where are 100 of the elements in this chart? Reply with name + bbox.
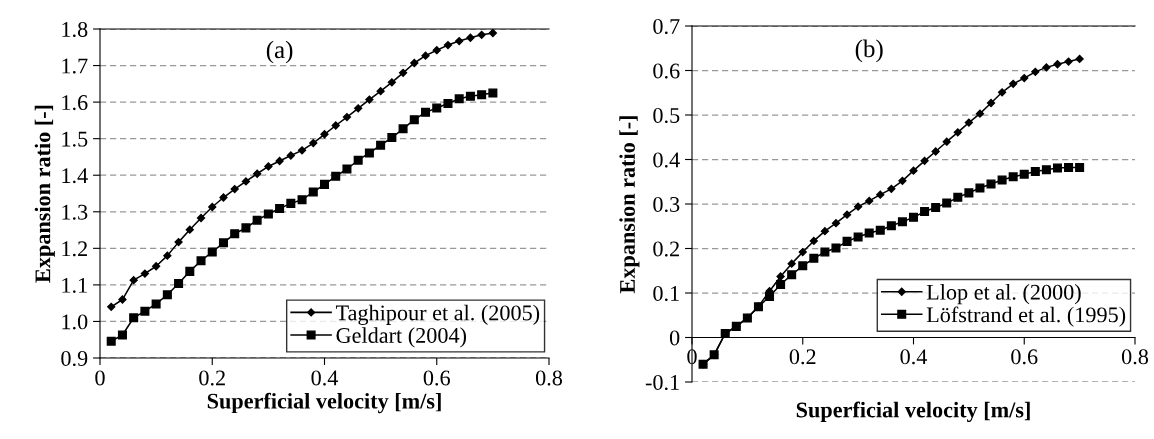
point bbox=[353, 155, 363, 165]
point bbox=[698, 359, 708, 369]
point bbox=[876, 190, 885, 199]
point bbox=[208, 202, 217, 212]
point bbox=[432, 46, 441, 55]
x-tick-label: 0.2 bbox=[199, 370, 225, 386]
point bbox=[953, 192, 963, 202]
point bbox=[230, 229, 240, 239]
point bbox=[174, 278, 184, 288]
x-tick-label: 0.6 bbox=[423, 370, 450, 386]
point bbox=[297, 146, 307, 155]
y-tick-label: 0.7 bbox=[653, 18, 680, 35]
point bbox=[185, 225, 194, 234]
y-tick-label: 1.0 bbox=[62, 314, 88, 330]
y-tick-label: 1.6 bbox=[62, 95, 88, 111]
point bbox=[331, 121, 340, 130]
point bbox=[364, 148, 374, 158]
point bbox=[731, 321, 741, 331]
y-tick-label: 0 bbox=[669, 330, 680, 346]
point bbox=[387, 133, 397, 143]
point bbox=[1009, 79, 1018, 88]
legend-label: Llop et al. (2000) bbox=[926, 284, 1081, 305]
point bbox=[920, 156, 929, 165]
y-tick-label: 0.4 bbox=[653, 152, 680, 168]
point bbox=[908, 212, 919, 222]
y-tick-label: 0.2 bbox=[653, 241, 679, 257]
x-tick-label: 0.8 bbox=[1121, 349, 1149, 365]
point bbox=[409, 115, 419, 125]
x-axis-title: Superficial velocity [m/s] bbox=[796, 401, 1030, 423]
point bbox=[931, 203, 941, 213]
y-axis-title: Expansion ratio [-] bbox=[34, 105, 55, 283]
point bbox=[798, 247, 807, 257]
point bbox=[410, 58, 419, 68]
point bbox=[387, 78, 396, 87]
point bbox=[1075, 162, 1085, 173]
point bbox=[264, 162, 273, 171]
point bbox=[986, 179, 996, 189]
point bbox=[309, 138, 318, 148]
point bbox=[742, 313, 752, 323]
point bbox=[163, 251, 172, 260]
point bbox=[1064, 162, 1074, 173]
point bbox=[465, 91, 475, 101]
legend-label: Taghipour et al. (2005) bbox=[335, 304, 540, 325]
point bbox=[196, 213, 206, 223]
y-tick-label: 1.7 bbox=[62, 58, 88, 74]
point bbox=[787, 270, 797, 280]
point bbox=[218, 238, 228, 248]
point bbox=[241, 223, 251, 233]
point bbox=[1053, 60, 1062, 69]
point bbox=[920, 207, 930, 217]
point bbox=[942, 137, 951, 146]
point bbox=[308, 187, 318, 197]
y-axis-title: Expansion ratio [-] bbox=[619, 116, 640, 294]
point bbox=[842, 210, 852, 219]
point bbox=[443, 40, 453, 50]
point bbox=[709, 350, 719, 360]
point bbox=[466, 33, 475, 42]
point bbox=[809, 236, 818, 246]
point bbox=[107, 302, 116, 311]
point bbox=[241, 177, 251, 186]
point bbox=[432, 103, 442, 113]
point bbox=[106, 336, 116, 346]
point bbox=[975, 109, 985, 118]
legend-label: Geldart (2004) bbox=[336, 327, 467, 348]
x-tick-label: 0.2 bbox=[789, 349, 816, 365]
point bbox=[1052, 163, 1062, 173]
y-tick-label: 0.1 bbox=[653, 285, 679, 302]
point bbox=[342, 164, 352, 174]
x-tick-label: 0.8 bbox=[535, 370, 563, 386]
point bbox=[964, 118, 974, 127]
point bbox=[1075, 54, 1084, 64]
point bbox=[455, 36, 464, 46]
x-axis-title: Superficial velocity [m/s] bbox=[207, 392, 441, 414]
point bbox=[886, 221, 896, 231]
y-tick-label: 1.3 bbox=[62, 204, 88, 220]
point bbox=[809, 253, 819, 263]
point bbox=[140, 306, 150, 316]
point bbox=[286, 151, 295, 160]
point bbox=[853, 202, 863, 211]
point bbox=[1030, 167, 1040, 177]
y-tick-label: 1.1 bbox=[62, 277, 87, 293]
point bbox=[887, 184, 896, 194]
point bbox=[488, 29, 498, 38]
point bbox=[831, 219, 841, 228]
point bbox=[875, 225, 885, 235]
point bbox=[443, 99, 453, 109]
annotation: (b) bbox=[855, 39, 883, 63]
point bbox=[376, 140, 386, 150]
point bbox=[118, 295, 127, 304]
point bbox=[953, 128, 962, 137]
point bbox=[1031, 67, 1040, 76]
point bbox=[997, 175, 1007, 185]
point bbox=[207, 247, 217, 257]
point bbox=[320, 130, 329, 139]
point bbox=[365, 95, 374, 104]
point bbox=[865, 196, 874, 206]
point bbox=[820, 247, 830, 257]
point bbox=[297, 195, 307, 205]
point bbox=[140, 269, 150, 278]
point bbox=[942, 198, 952, 208]
